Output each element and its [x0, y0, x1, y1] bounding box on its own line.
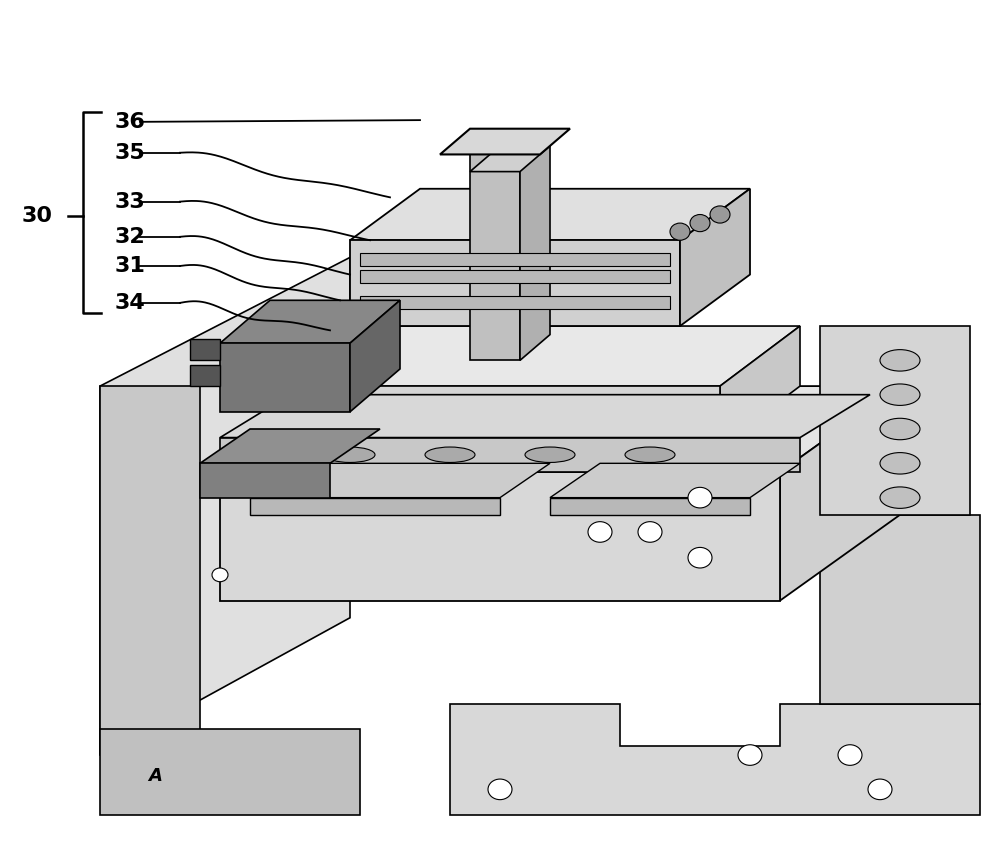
Text: 34: 34: [115, 293, 146, 313]
Polygon shape: [300, 326, 800, 386]
Ellipse shape: [525, 447, 575, 462]
Ellipse shape: [880, 350, 920, 371]
Polygon shape: [350, 189, 750, 240]
Polygon shape: [100, 729, 360, 815]
Polygon shape: [220, 343, 350, 412]
Text: 36: 36: [115, 112, 146, 132]
Circle shape: [670, 223, 690, 240]
Circle shape: [488, 779, 512, 800]
Circle shape: [688, 547, 712, 568]
Polygon shape: [820, 515, 980, 704]
Circle shape: [690, 214, 710, 232]
Polygon shape: [250, 498, 500, 515]
Text: 32: 32: [115, 227, 146, 247]
Polygon shape: [680, 189, 750, 326]
Circle shape: [688, 487, 712, 508]
Circle shape: [710, 206, 730, 223]
Polygon shape: [470, 146, 550, 172]
Ellipse shape: [880, 418, 920, 439]
Polygon shape: [360, 270, 670, 283]
Circle shape: [588, 522, 612, 542]
Circle shape: [838, 745, 862, 765]
Polygon shape: [470, 154, 520, 360]
Polygon shape: [360, 296, 670, 309]
Ellipse shape: [880, 453, 920, 474]
Text: 31: 31: [115, 256, 146, 276]
Ellipse shape: [880, 486, 920, 508]
Text: A: A: [148, 768, 162, 785]
Polygon shape: [200, 429, 380, 463]
Text: 35: 35: [115, 142, 146, 163]
Polygon shape: [220, 386, 900, 472]
Polygon shape: [350, 300, 400, 412]
Polygon shape: [450, 704, 980, 815]
Polygon shape: [200, 463, 330, 498]
Ellipse shape: [325, 447, 375, 462]
Text: 30: 30: [22, 206, 53, 227]
Circle shape: [212, 568, 228, 582]
Polygon shape: [520, 129, 550, 360]
Polygon shape: [720, 326, 800, 446]
Circle shape: [638, 522, 662, 542]
Polygon shape: [100, 386, 200, 755]
Polygon shape: [360, 253, 670, 266]
Ellipse shape: [625, 447, 675, 462]
Polygon shape: [220, 395, 870, 438]
Polygon shape: [300, 386, 720, 446]
Circle shape: [868, 779, 892, 800]
Polygon shape: [100, 257, 350, 755]
Ellipse shape: [880, 384, 920, 405]
Polygon shape: [190, 365, 220, 386]
Polygon shape: [350, 240, 680, 326]
Polygon shape: [440, 129, 570, 154]
Polygon shape: [780, 386, 900, 601]
Text: 33: 33: [115, 191, 146, 212]
Polygon shape: [220, 472, 780, 601]
Polygon shape: [550, 463, 800, 498]
Ellipse shape: [425, 447, 475, 462]
Polygon shape: [820, 326, 970, 515]
Polygon shape: [190, 339, 220, 360]
Polygon shape: [220, 438, 800, 472]
Polygon shape: [550, 498, 750, 515]
Circle shape: [738, 745, 762, 765]
Polygon shape: [250, 463, 550, 498]
Polygon shape: [220, 300, 400, 343]
